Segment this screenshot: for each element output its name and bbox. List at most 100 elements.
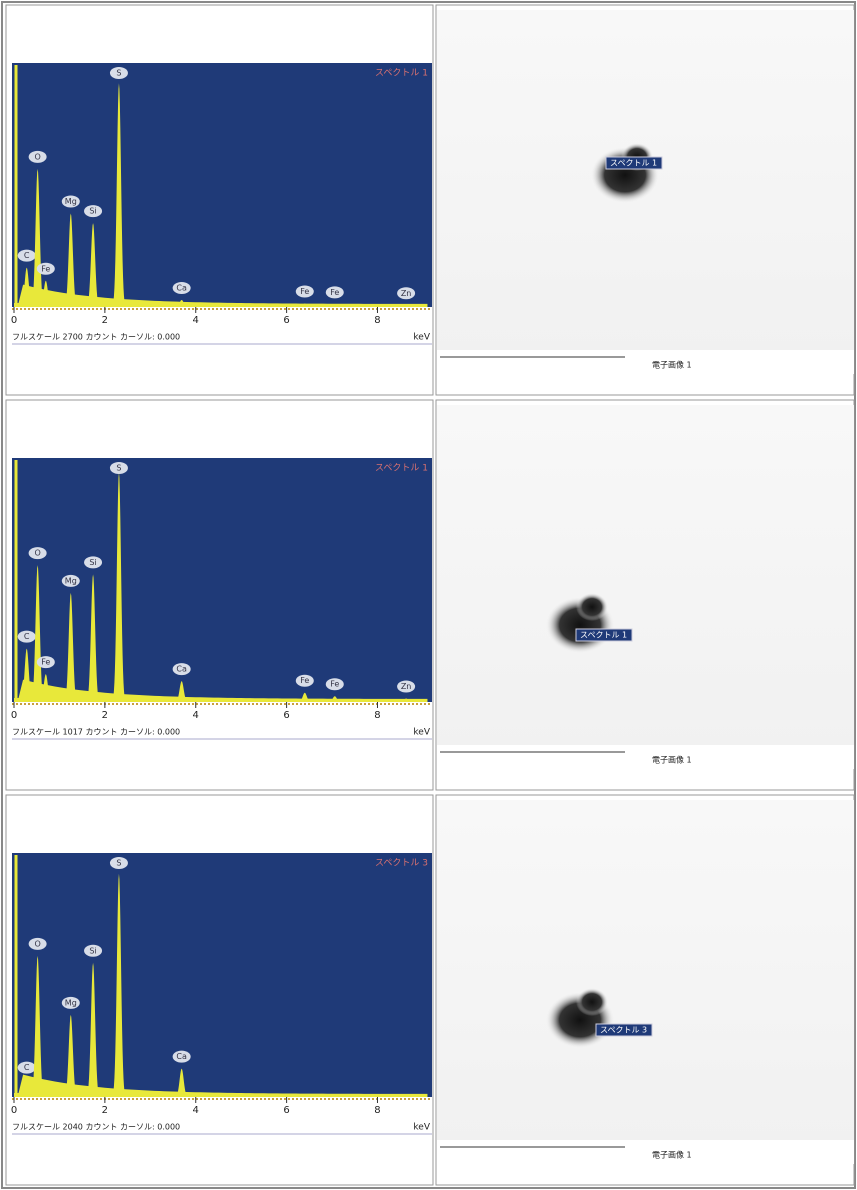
x-tick-label: 8 <box>374 1105 380 1116</box>
peak-label: O <box>34 939 40 948</box>
peak-label: Ca <box>176 665 187 674</box>
x-tick-label: 8 <box>374 315 380 326</box>
x-unit: keV <box>413 333 430 343</box>
peak-label: Fe <box>300 287 309 296</box>
spectrum-marker: スペクトル 1 <box>580 631 627 640</box>
peak-label: Si <box>89 946 96 955</box>
peak-label: Zn <box>401 682 412 691</box>
peak <box>62 592 79 702</box>
peak-label: Fe <box>330 288 339 297</box>
x-tick-label: 4 <box>193 710 199 721</box>
peak <box>29 955 46 1097</box>
peak-label: S <box>116 464 121 473</box>
x-tick-label: 8 <box>374 710 380 721</box>
particle <box>576 988 608 1016</box>
spectrum-title: スペクトル 1 <box>375 68 428 79</box>
peak-label: Zn <box>401 289 412 298</box>
sem-image <box>437 405 854 750</box>
x-unit: keV <box>413 1123 430 1133</box>
spectrum-marker-box <box>595 1023 653 1037</box>
peak-label: C <box>24 251 30 260</box>
spectrum-marker-box <box>575 628 633 642</box>
peak <box>84 223 102 307</box>
x-tick-label: 6 <box>283 710 289 721</box>
peak-label: Fe <box>41 658 50 667</box>
peak-label-badge <box>84 556 103 569</box>
peak <box>18 267 35 307</box>
sem-caption: 電子画像 1 <box>652 1150 692 1160</box>
peak-label: Si <box>89 207 96 216</box>
peak-label: O <box>34 152 40 161</box>
peak-label-badge <box>61 195 80 208</box>
x-tick-label: 0 <box>11 315 17 326</box>
spectrum-plot <box>12 853 432 1097</box>
peak <box>173 300 190 307</box>
peak-label-badge <box>61 996 80 1009</box>
peak-label: Si <box>89 558 96 567</box>
peak <box>326 304 343 307</box>
spectrum-marker: スペクトル 1 <box>610 159 657 168</box>
peak-label-badge <box>397 287 416 300</box>
spectrum-footer: フルスケール 2040 カウント カーソル: 0.000 <box>12 1123 180 1132</box>
peak-label: C <box>24 632 30 641</box>
x-tick-label: 2 <box>102 315 108 326</box>
peak-label: S <box>116 69 121 78</box>
spectrum-footer: フルスケール 2700 カウント カーソル: 0.000 <box>12 333 180 342</box>
x-tick-label: 2 <box>102 710 108 721</box>
sem-image <box>437 800 854 1145</box>
peak <box>326 696 343 702</box>
spectrum-title: スペクトル 3 <box>375 858 428 869</box>
peak-label-badge <box>397 680 416 693</box>
peak-label-badge <box>172 282 191 295</box>
peak <box>37 674 54 702</box>
peak-label: Mg <box>65 576 77 585</box>
peak-label: Fe <box>41 264 50 273</box>
peak <box>397 698 415 702</box>
peak <box>29 168 46 307</box>
peak-label-badge <box>325 286 344 299</box>
sem-caption: 電子画像 1 <box>652 755 692 765</box>
peak <box>84 574 102 702</box>
scale-bar-area <box>437 350 854 374</box>
peak <box>18 648 35 702</box>
spectrum-plot <box>12 458 432 702</box>
peak-label-badge <box>295 674 314 687</box>
peak <box>173 1068 190 1097</box>
peak-label-badge <box>295 285 314 298</box>
x-unit: keV <box>413 728 430 738</box>
peak-label: Ca <box>176 1052 187 1061</box>
spectrum-marker: スペクトル 3 <box>600 1026 647 1035</box>
peak-label-badge <box>17 249 36 262</box>
spectrum-footer: フルスケール 1017 カウント カーソル: 0.000 <box>12 728 180 737</box>
peak <box>173 681 190 702</box>
spectrum-title: スペクトル 1 <box>375 463 428 474</box>
particle <box>576 593 608 621</box>
peak-label-badge <box>28 150 47 163</box>
peak-label-badge <box>109 462 128 474</box>
peak-label-badge <box>17 630 36 643</box>
sem-caption: 電子画像 1 <box>652 360 692 370</box>
peak-label: S <box>116 859 121 868</box>
x-tick-label: 0 <box>11 1105 17 1116</box>
x-tick-label: 0 <box>11 710 17 721</box>
spectrum-plot <box>12 63 432 307</box>
peak-label-badge <box>325 678 344 691</box>
peak-label: Mg <box>65 197 77 206</box>
peak-label: Fe <box>300 676 309 685</box>
peak <box>62 213 79 307</box>
peak-label-badge <box>84 944 103 957</box>
peak <box>110 873 128 1097</box>
peak-label: Fe <box>330 680 339 689</box>
peak <box>29 565 46 702</box>
peak <box>110 472 128 702</box>
peak-label: O <box>34 549 40 558</box>
peak-label: C <box>24 1063 30 1072</box>
peak-label-badge <box>61 574 80 587</box>
peak-label-badge <box>28 937 47 950</box>
peak <box>296 303 313 307</box>
peak-label-badge <box>84 205 103 218</box>
x-tick-label: 2 <box>102 1105 108 1116</box>
peak <box>62 1014 79 1097</box>
